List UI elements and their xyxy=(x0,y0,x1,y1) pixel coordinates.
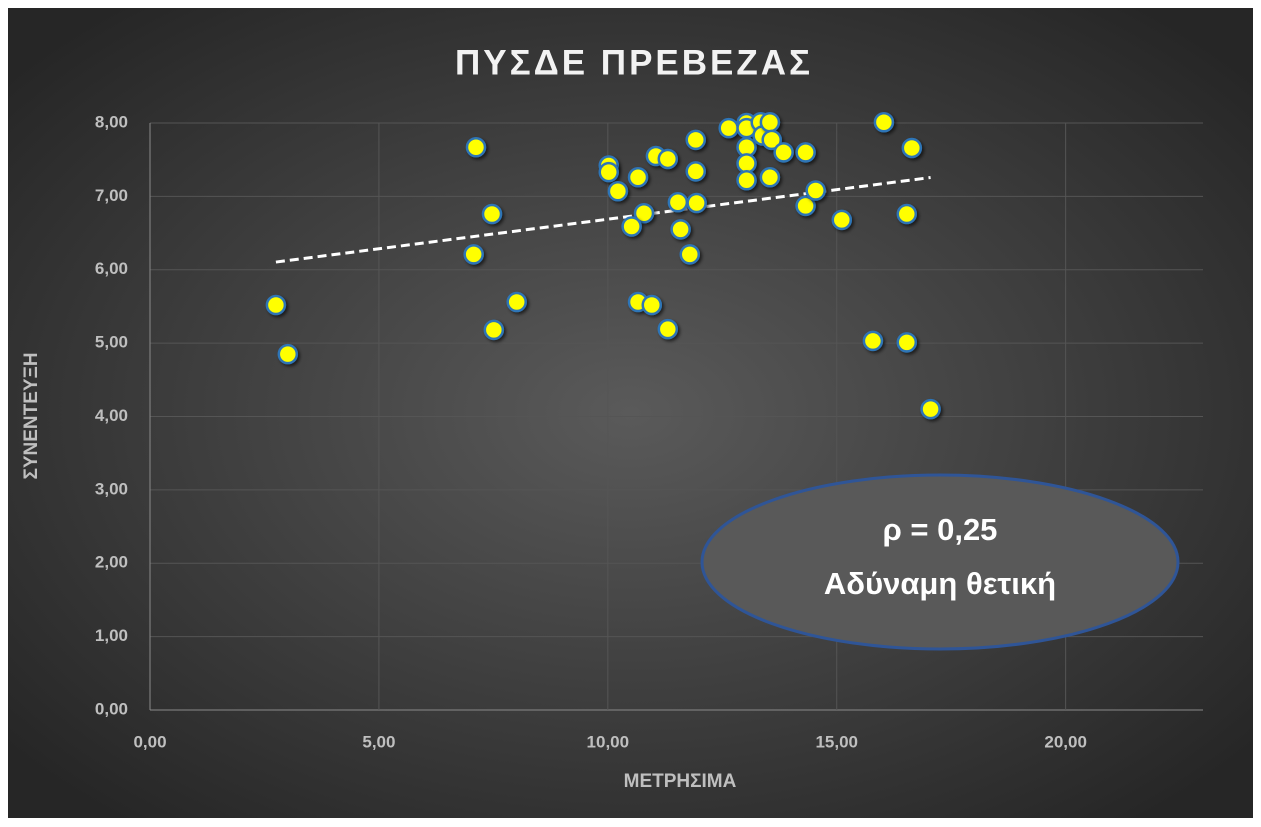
point xyxy=(736,169,757,191)
point xyxy=(759,167,781,188)
point xyxy=(506,291,527,313)
grid: 0,00 1,00 2,00 3,00 4,00 5,00 6,00 7,00 8,00 0,00… xyxy=(95,112,1203,751)
x-tick-label: 5,00 xyxy=(362,732,395,751)
point xyxy=(483,319,505,341)
point xyxy=(657,318,679,340)
point xyxy=(265,294,287,316)
y-tick-label: 1,00 xyxy=(95,626,128,645)
point xyxy=(686,192,707,214)
point xyxy=(795,195,816,217)
point xyxy=(667,191,689,213)
point xyxy=(621,216,642,237)
point xyxy=(679,244,701,265)
point xyxy=(920,398,941,420)
x-tick-label: 0,00 xyxy=(133,732,166,751)
chart-title: ΠΥΣΔΕ ΠΡΕΒΕΖΑΣ xyxy=(455,43,813,82)
point xyxy=(463,244,484,265)
point xyxy=(627,167,649,188)
point xyxy=(759,112,781,133)
y-tick-label: 4,00 xyxy=(95,406,128,425)
point xyxy=(862,330,884,352)
annotation: Αδύναμη θετική xyxy=(824,566,1056,601)
point xyxy=(901,137,923,159)
point xyxy=(896,203,918,225)
point xyxy=(718,117,739,139)
y-tick-label: 3,00 xyxy=(95,479,128,498)
marks xyxy=(265,112,941,420)
y-tick-label: 8,00 xyxy=(95,112,128,131)
y-tick-label: 7,00 xyxy=(95,186,128,205)
x-tick-label: 20,00 xyxy=(1044,732,1087,751)
point xyxy=(773,142,794,163)
x-tick-label: 10,00 xyxy=(587,732,630,751)
annotation-bubble xyxy=(700,473,1180,651)
x-tick-label: 15,00 xyxy=(815,732,858,751)
point xyxy=(277,343,299,365)
point xyxy=(481,203,503,225)
point xyxy=(670,219,691,240)
y-tick-label: 0,00 xyxy=(95,699,128,718)
point xyxy=(607,180,629,202)
y-tick-label: 5,00 xyxy=(95,333,128,352)
point xyxy=(736,153,757,174)
point xyxy=(598,161,619,183)
x-axis-label: ΜΕΤΡΗΣΙΜΑ xyxy=(624,771,737,792)
point xyxy=(896,332,918,353)
y-tick-label: 6,00 xyxy=(95,259,128,278)
point xyxy=(633,203,655,224)
point xyxy=(657,148,679,170)
point xyxy=(831,209,853,231)
point xyxy=(685,161,706,182)
chart-background xyxy=(8,8,1253,818)
point xyxy=(685,129,706,151)
point xyxy=(465,136,487,158)
point xyxy=(641,294,663,316)
point xyxy=(873,112,895,133)
point xyxy=(761,129,782,151)
y-tick-label: 2,00 xyxy=(95,553,128,572)
annotation: ρ = 0,25 xyxy=(883,512,998,547)
point xyxy=(805,180,826,201)
y-axis-label: ΣΥΝΕΝΤΕΥΞΗ xyxy=(21,352,42,479)
point xyxy=(795,142,816,163)
